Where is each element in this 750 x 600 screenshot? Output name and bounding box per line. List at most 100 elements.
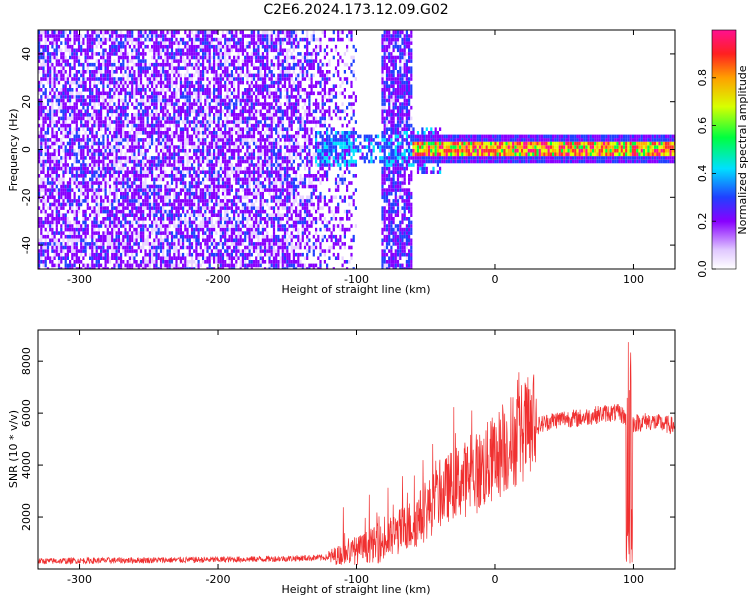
spectrogram-cell bbox=[202, 148, 205, 153]
spectrogram-cell bbox=[84, 55, 87, 60]
spectrogram-cell bbox=[221, 263, 225, 268]
spectrogram-cell bbox=[115, 70, 118, 74]
spectrogram-cell bbox=[197, 134, 200, 139]
spectrogram-cell bbox=[57, 30, 61, 35]
spectrogram-cell bbox=[139, 138, 143, 142]
spectrogram-cell bbox=[139, 131, 143, 135]
spectrogram-cell bbox=[146, 70, 149, 74]
spectrogram-cell bbox=[91, 220, 94, 225]
spectrogram-cell bbox=[195, 152, 198, 157]
spectrogram-cell bbox=[226, 52, 229, 56]
spectrogram-cell bbox=[224, 127, 227, 131]
spectrogram-cell bbox=[44, 242, 47, 246]
spectrogram-cell bbox=[60, 256, 63, 260]
spectrogram-cell bbox=[133, 260, 136, 264]
spectrogram-cell bbox=[66, 267, 69, 269]
spectrogram-cell bbox=[38, 242, 41, 246]
spectrogram-cell bbox=[137, 55, 140, 60]
spectrogram-cell bbox=[195, 52, 198, 56]
spectrogram-cell bbox=[57, 177, 61, 182]
spectrogram-cell bbox=[177, 148, 180, 153]
spectrogram-cell bbox=[155, 195, 158, 200]
spectrogram-cell bbox=[164, 238, 167, 243]
spectrogram-cell bbox=[135, 213, 138, 217]
spectrogram-cell bbox=[235, 242, 238, 246]
spectrogram-cell bbox=[202, 109, 205, 114]
spectrogram-cell bbox=[44, 145, 47, 149]
spectrogram-cell bbox=[151, 70, 154, 74]
spectrogram-cell bbox=[173, 80, 176, 85]
spectrogram-cell bbox=[49, 159, 52, 164]
spectrogram-cell bbox=[237, 84, 240, 88]
spectrogram-cell bbox=[113, 188, 116, 192]
spectrogram-cell bbox=[55, 77, 58, 81]
spectrogram-cell bbox=[168, 95, 171, 99]
spectrogram-cell bbox=[148, 77, 151, 81]
spectrogram-cell bbox=[182, 242, 185, 246]
spectrogram-cell bbox=[186, 80, 189, 85]
spectrogram-cell bbox=[120, 77, 123, 81]
spectrogram-cell bbox=[102, 48, 105, 53]
spectrogram-cell bbox=[162, 109, 165, 114]
spectrogram-cell bbox=[117, 242, 120, 246]
spectrogram-cell bbox=[146, 238, 149, 243]
spectrogram-cell bbox=[217, 52, 220, 56]
spectrogram-cell bbox=[126, 242, 129, 246]
spectrogram-cell bbox=[66, 59, 69, 63]
spectrogram-cell bbox=[108, 52, 112, 56]
spectrogram-cell bbox=[244, 109, 247, 114]
spectrogram-cell bbox=[60, 145, 63, 149]
spectrogram-cell bbox=[151, 123, 154, 128]
spectrogram-cell bbox=[86, 141, 89, 146]
spectrogram-cell bbox=[80, 52, 83, 56]
spectrogram-cell bbox=[42, 77, 45, 81]
spectrogram-cell bbox=[62, 120, 65, 124]
spectrogram-cell bbox=[46, 145, 50, 149]
spectrogram-cell bbox=[151, 120, 154, 124]
spectrogram-cell bbox=[226, 109, 229, 114]
spectrogram-cell bbox=[91, 234, 94, 239]
spectrogram-cell bbox=[166, 59, 169, 63]
spectrogram-cell bbox=[197, 252, 200, 257]
spectrogram-cell bbox=[252, 188, 256, 192]
spectrogram-cell bbox=[250, 260, 253, 264]
spectrogram-cell bbox=[40, 55, 43, 60]
spectrogram-cell bbox=[175, 52, 178, 56]
spectrogram-cell bbox=[62, 88, 65, 92]
spectrogram-cell bbox=[148, 188, 151, 192]
spectrogram-cell bbox=[142, 238, 145, 243]
spectrogram-cell bbox=[151, 34, 154, 38]
spectrogram-cell bbox=[131, 199, 134, 203]
spectrogram-cell bbox=[186, 152, 189, 157]
spectrogram-cell bbox=[155, 227, 158, 232]
spectrogram-cell bbox=[97, 245, 100, 250]
spectrogram-cell bbox=[135, 231, 138, 235]
spectrogram-cell bbox=[195, 263, 198, 268]
spectrogram-cell bbox=[206, 95, 209, 99]
spectrogram-cell bbox=[104, 191, 107, 196]
spectrogram-cell bbox=[241, 170, 244, 174]
spectrogram-cell bbox=[137, 159, 140, 164]
spectrogram-cell bbox=[188, 52, 191, 56]
spectrogram-cell bbox=[215, 156, 218, 160]
spectrogram-cell bbox=[239, 163, 242, 167]
spectrogram-cell bbox=[80, 70, 83, 74]
spectrogram-cell bbox=[80, 44, 83, 49]
spectrogram-cell bbox=[84, 245, 87, 250]
spectrogram-cell bbox=[144, 238, 147, 243]
spectrogram-cell bbox=[166, 267, 169, 269]
spectrogram-cell bbox=[80, 145, 83, 149]
spectrogram-cell bbox=[228, 73, 231, 78]
spectrogram-cell bbox=[157, 123, 160, 128]
spectrogram-cell bbox=[166, 202, 169, 207]
spectrogram-cell bbox=[113, 177, 116, 182]
spectrogram-cell bbox=[208, 123, 211, 128]
spectrogram-cell bbox=[126, 123, 129, 128]
spectrogram-cell bbox=[142, 145, 145, 149]
spectrogram-cell bbox=[75, 77, 78, 81]
spectrogram-cell bbox=[42, 30, 45, 35]
spectrogram-cell bbox=[204, 113, 207, 117]
spectrogram-cell bbox=[224, 123, 227, 128]
spectrogram-cell bbox=[170, 245, 174, 250]
spectrogram-cell bbox=[71, 120, 74, 124]
